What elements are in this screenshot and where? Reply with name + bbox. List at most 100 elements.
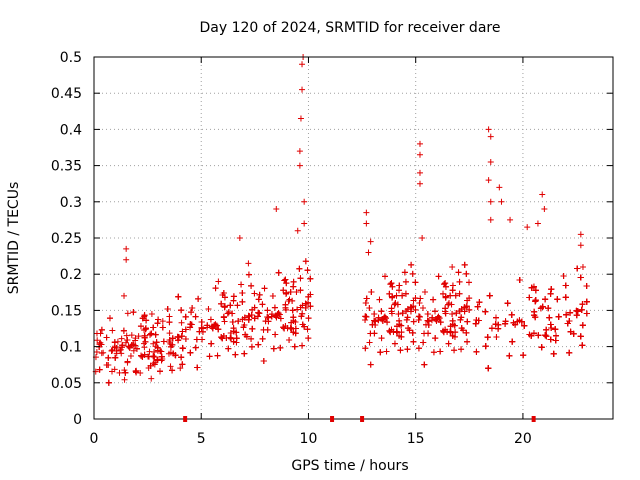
data-point (272, 331, 279, 338)
data-point (485, 177, 492, 184)
data-point (124, 358, 131, 365)
data-point (473, 316, 480, 323)
data-point (406, 327, 413, 334)
data-point (430, 296, 437, 303)
data-point (187, 349, 194, 356)
data-point (542, 296, 549, 303)
data-point (449, 311, 456, 318)
data-point (291, 343, 298, 350)
data-point (455, 269, 462, 276)
data-point (539, 191, 546, 198)
data-point (458, 346, 465, 353)
data-point (154, 344, 161, 351)
data-point (141, 312, 148, 319)
data-point (256, 310, 263, 317)
data-point (178, 319, 185, 326)
data-point (305, 315, 312, 322)
data-point (449, 317, 456, 324)
data-point (212, 285, 219, 292)
data-point (212, 321, 219, 328)
data-point (275, 269, 282, 276)
data-point (230, 297, 237, 304)
data-point (512, 321, 519, 328)
data-point (487, 133, 494, 140)
data-point (530, 283, 537, 290)
data-point (391, 340, 398, 347)
data-point (410, 338, 417, 345)
data-point (109, 327, 116, 334)
data-point (409, 270, 416, 277)
data-point (554, 296, 561, 303)
data-point (297, 287, 304, 294)
data-point (526, 331, 533, 338)
data-point (148, 375, 155, 382)
data-point (566, 317, 573, 324)
data-point (132, 368, 139, 375)
gap-marker (183, 416, 188, 422)
data-point (516, 276, 523, 283)
data-point (486, 292, 493, 299)
data-point (441, 281, 448, 288)
data-point (283, 280, 290, 287)
data-point (227, 302, 234, 309)
data-point (362, 300, 369, 307)
data-point (167, 363, 174, 370)
data-point (437, 319, 444, 326)
data-point (543, 326, 550, 333)
data-point (215, 326, 222, 333)
data-point (420, 339, 427, 346)
data-point (578, 306, 585, 313)
data-point (195, 295, 202, 302)
data-point (166, 330, 173, 337)
gap-markers (183, 416, 536, 422)
data-point (192, 313, 199, 320)
data-point (227, 334, 234, 341)
data-point (260, 358, 267, 365)
data-point (472, 320, 479, 327)
data-point (178, 307, 185, 314)
data-point (419, 235, 426, 241)
data-point (241, 321, 248, 328)
data-point (307, 275, 314, 282)
data-point (484, 334, 491, 341)
data-point (363, 295, 370, 302)
data-point (188, 309, 195, 316)
data-point (137, 323, 144, 330)
data-point (182, 313, 189, 320)
data-point (109, 368, 116, 375)
data-point (396, 282, 403, 289)
data-point (442, 294, 449, 301)
data-point (204, 324, 211, 331)
data-point (177, 365, 184, 372)
data-point (147, 331, 154, 338)
data-point (245, 271, 252, 278)
data-point (178, 354, 185, 361)
data-point (534, 220, 541, 227)
data-point (456, 290, 463, 297)
data-point (232, 351, 239, 358)
data-point (392, 300, 399, 307)
data-point (416, 140, 423, 147)
data-point (548, 286, 555, 293)
data-point (363, 209, 370, 216)
data-point (142, 338, 149, 345)
data-point (238, 281, 245, 288)
data-point (482, 343, 489, 350)
data-point (563, 311, 570, 318)
data-point (233, 335, 240, 342)
data-point (412, 306, 419, 313)
data-point (214, 352, 221, 359)
data-point (451, 322, 458, 329)
data-point (248, 343, 255, 350)
data-point (294, 227, 301, 234)
data-point (461, 261, 468, 268)
data-point (305, 293, 312, 300)
data-point (542, 332, 549, 339)
data-point (283, 289, 290, 296)
data-point (473, 348, 480, 355)
data-point (141, 351, 148, 358)
data-point (298, 313, 305, 320)
chart-title: Day 120 of 2024, SRMTID for receiver dar… (200, 20, 501, 36)
data-point (130, 309, 137, 316)
